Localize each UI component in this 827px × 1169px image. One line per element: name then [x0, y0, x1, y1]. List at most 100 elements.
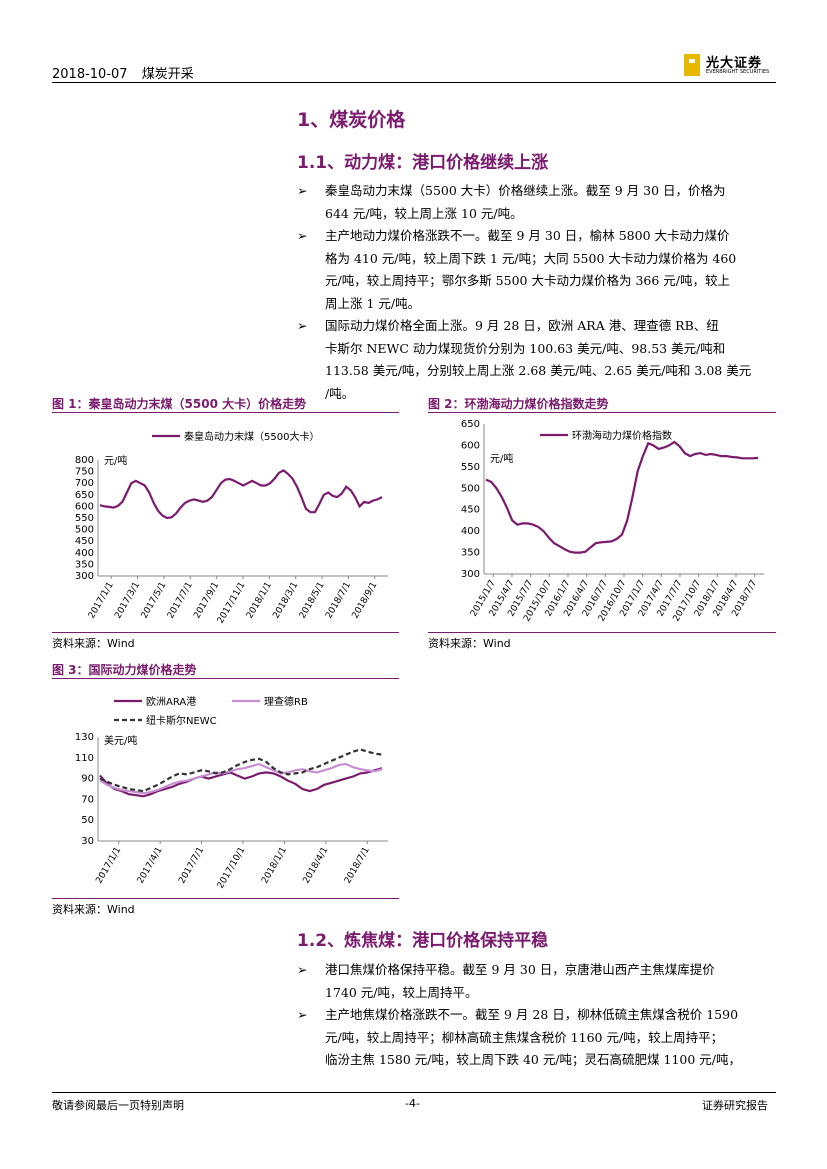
bullet-line: 元/吨，较上周持平；鄂尔多斯 5500 大卡动力煤价格为 366 元/吨，较上: [325, 273, 730, 288]
y-tick-label: 750: [75, 467, 94, 478]
footer-disclaimer: 敬请参阅最后一页特别声明: [52, 1099, 184, 1112]
bullet-item: ➢ 主产地动力煤价格涨跌不一。截至 9 月 30 日，榆林 5800 大卡动力煤价…: [297, 225, 777, 315]
series-line: [99, 762, 383, 795]
bullet-arrow-icon: ➢: [297, 962, 308, 977]
fig1-bottom-rule: [52, 632, 399, 633]
coking-coal-bullets: ➢ 港口焦煤价格保持平稳。截至 9 月 30 日，京唐港山西产主焦煤库提价 1740…: [297, 959, 777, 1072]
fig1-rule: [52, 412, 399, 413]
fig3-title: 图 3：国际动力煤价格走势: [52, 663, 197, 677]
legend-label: 理查德RB: [264, 695, 308, 708]
bullet-arrow-icon: ➢: [297, 228, 308, 243]
bullet-line: 元/吨，较上周持平；柳林高硫主焦煤含税价 1160 元/吨，较上周持平；: [325, 1029, 724, 1045]
x-tick-label: 2017/3/1: [113, 581, 142, 621]
series-line: [99, 767, 383, 798]
fig2-title: 图 2：环渤海动力煤价格指数走势: [428, 397, 609, 411]
x-tick-label: 2017/4/1: [136, 846, 165, 886]
bullet-line: 644 元/吨，较上周上涨 10 元/吨。: [325, 205, 523, 221]
fig2-source: 资料来源：Wind: [428, 637, 511, 650]
footer-rule: [52, 1092, 776, 1093]
y-tick-label: 450: [75, 536, 94, 547]
x-tick-label: 2017/1/1: [94, 846, 123, 886]
fig2-bottom-rule: [428, 632, 776, 633]
x-tick-label: 2018/1/1: [260, 846, 289, 886]
legend-label: 环渤海动力煤价格指数: [572, 429, 672, 442]
y-tick-label: 650: [461, 419, 480, 430]
legend-label: 欧洲ARA港: [146, 696, 196, 708]
y-tick-label: 110: [75, 753, 94, 764]
y-tick-label: 600: [461, 440, 480, 451]
bullet-line: /吨。: [325, 385, 355, 401]
section-title-thermal-coal: 1.1、动力煤：港口价格继续上涨: [297, 153, 549, 173]
x-tick-label: 2017/10/1: [216, 846, 248, 891]
bullet-item: ➢ 国际动力煤价格全面上涨。9 月 28 日，欧洲 ARA 港、理查德 RB、纽卡…: [297, 315, 777, 405]
series-line: [99, 469, 383, 520]
bullet-line: 国际动力煤价格全面上涨。9 月 28 日，欧洲 ARA 港、理查德 RB、纽: [325, 318, 719, 333]
y-tick-label: 350: [461, 548, 480, 559]
page-number: -4-: [405, 1097, 420, 1110]
x-tick-label: 2018/4/1: [302, 846, 331, 886]
section-title-coal-price: 1、煤炭价格: [297, 109, 406, 131]
report-date: 2018-10-07: [52, 67, 128, 82]
y-unit-label: 元/吨: [490, 452, 513, 465]
bullet-line: 主产地动力煤价格涨跌不一。截至 9 月 30 日，榆林 5800 大卡动力煤价: [325, 228, 730, 243]
y-tick-label: 800: [75, 455, 94, 466]
logo-mark-icon: [684, 54, 700, 76]
x-tick-label: 2017/9/1: [192, 581, 221, 621]
logo-subtext: EVERBRIGHT SECURITIES: [706, 69, 770, 75]
x-tick-label: 2018/9/1: [351, 581, 380, 621]
y-tick-label: 400: [75, 548, 94, 559]
bullet-arrow-icon: ➢: [297, 1007, 308, 1022]
y-unit-label: 美元/吨: [104, 734, 137, 747]
series-line: [485, 440, 759, 554]
x-tick-label: 2017/7/1: [177, 846, 206, 886]
x-tick-label: 2018/5/1: [298, 581, 327, 621]
bullet-line: 临汾主焦 1580 元/吨，较上周下跌 40 元/吨；灵石高硫肥煤 1100 元…: [325, 1052, 742, 1067]
y-tick-label: 700: [75, 478, 94, 489]
header-rule: [52, 82, 776, 83]
logo-text: 光大证券: [706, 56, 763, 71]
y-unit-label: 元/吨: [104, 454, 127, 467]
bullet-line: 主产地焦煤价格涨跌不一。截至 9 月 28 日，柳林低硫主焦煤含税价 1590: [325, 1007, 739, 1022]
y-tick-label: 50: [81, 815, 94, 826]
bullet-line: 周上涨 1 元/吨。: [325, 295, 421, 311]
y-tick-label: 400: [461, 526, 480, 537]
bullet-arrow-icon: ➢: [297, 318, 308, 333]
y-tick-label: 130: [75, 732, 94, 743]
fig1-title: 图 1：秦皇岛动力末煤（5500 大卡）价格走势: [52, 397, 307, 411]
y-tick-label: 650: [75, 490, 94, 501]
fig2-rule: [428, 412, 776, 413]
thermal-coal-bullets: ➢ 秦皇岛动力末煤（5500 大卡）价格继续上涨。截至 9 月 30 日，价格为 6…: [297, 180, 777, 405]
y-tick-label: 300: [461, 569, 480, 580]
fig3-source: 资料来源：Wind: [52, 903, 135, 916]
fig1-chart: 8007507006506005505004504003503002017/1/…: [75, 430, 388, 625]
bullet-line: 113.58 美元/吨，分别较上周上涨 2.68 美元/吨、2.65 美元/吨和…: [325, 363, 752, 378]
bullet-arrow-icon: ➢: [297, 183, 308, 198]
y-tick-label: 450: [461, 505, 480, 516]
fig1-source: 资料来源：Wind: [52, 637, 135, 650]
series-line: [99, 748, 383, 793]
y-tick-label: 500: [75, 525, 94, 536]
everbright-logo: 光大证券 EVERBRIGHT SECURITIES: [684, 52, 776, 78]
bullet-item: ➢ 秦皇岛动力末煤（5500 大卡）价格继续上涨。截至 9 月 30 日，价格为 6…: [297, 180, 777, 225]
bullet-line: 格为 410 元/吨，较上周下跌 1 元/吨；大同 5500 大卡动力煤价格为 …: [325, 250, 737, 266]
y-tick-label: 30: [81, 836, 94, 847]
report-header: 2018-10-07 煤炭开采: [52, 63, 204, 82]
fig3-bottom-rule: [52, 898, 399, 899]
bullet-item: ➢ 港口焦煤价格保持平稳。截至 9 月 30 日，京唐港山西产主焦煤库提价 1740…: [297, 959, 777, 1004]
x-tick-label: 2017/1/1: [87, 581, 116, 621]
x-tick-label: 2017/5/1: [140, 581, 169, 621]
legend-label: 纽卡斯尔NEWC: [146, 714, 217, 727]
report-category: 煤炭开采: [141, 67, 194, 82]
fig3-rule: [52, 678, 399, 679]
section-title-coking-coal: 1.2、炼焦煤：港口价格保持平稳: [297, 931, 549, 951]
bullet-line: 港口焦煤价格保持平稳。截至 9 月 30 日，京唐港山西产主焦煤库提价: [325, 962, 715, 977]
bullet-line: 卡斯尔 NEWC 动力煤现货价分别为 100.63 美元/吨、98.53 美元/…: [325, 340, 726, 356]
y-tick-label: 550: [461, 462, 480, 473]
y-tick-label: 70: [81, 794, 94, 805]
y-tick-label: 90: [81, 774, 94, 785]
legend-label: 秦皇岛动力末煤（5500大卡）: [184, 430, 319, 443]
x-tick-label: 2018/3/1: [271, 581, 300, 621]
y-tick-label: 500: [461, 483, 480, 494]
bullet-line: 秦皇岛动力末煤（5500 大卡）价格继续上涨。截至 9 月 30 日，价格为: [325, 183, 726, 198]
